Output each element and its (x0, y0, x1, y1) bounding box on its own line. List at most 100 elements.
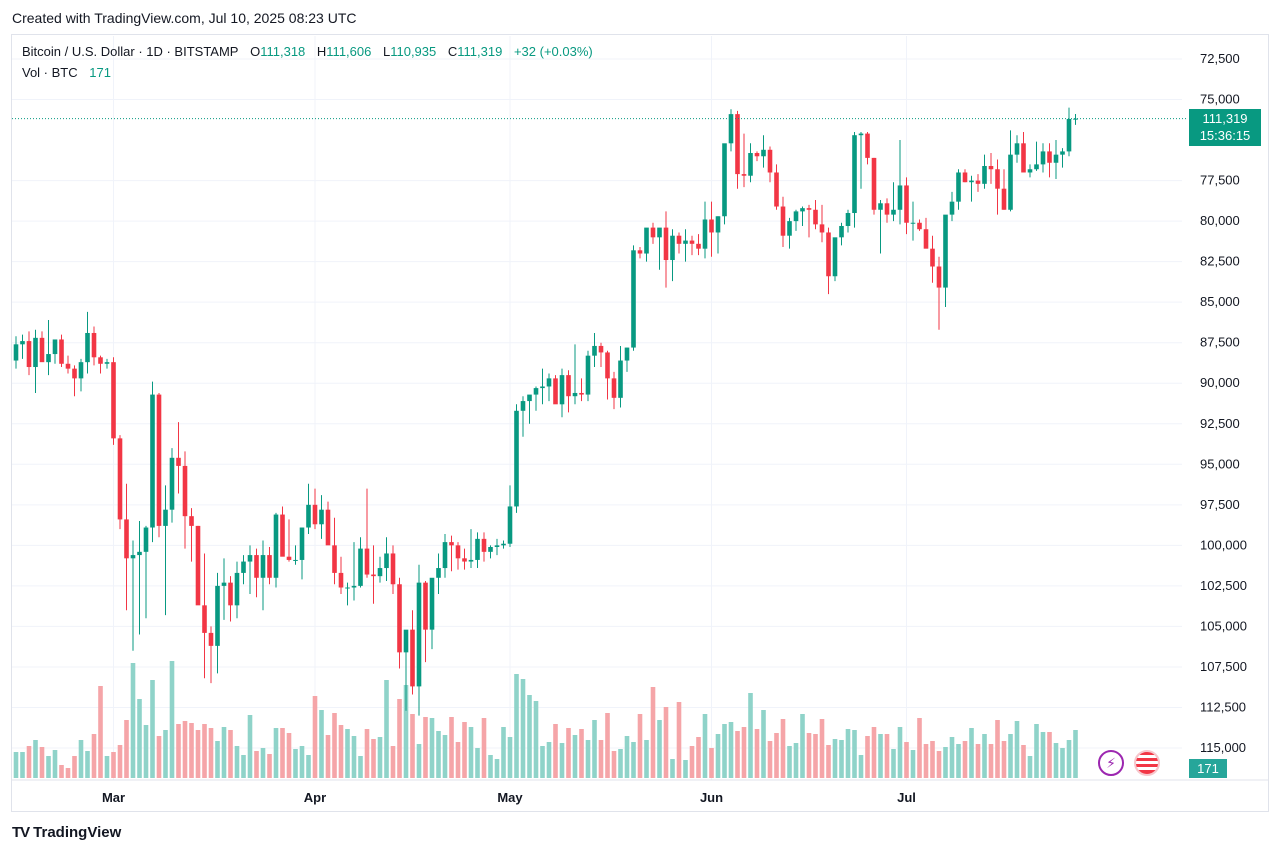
volume-bar (429, 718, 435, 778)
volume-bar (650, 687, 656, 778)
candle (39, 331, 45, 363)
time-tick-label: Jul (897, 790, 916, 805)
candle (787, 217, 792, 249)
volume-bar (969, 728, 974, 778)
candle-body (189, 516, 194, 526)
candle-body (735, 114, 740, 175)
candle-body (1040, 151, 1046, 165)
candle-body (1027, 169, 1033, 173)
candle (871, 157, 877, 215)
volume-bar (254, 751, 259, 778)
candle-body (150, 394, 155, 528)
candle (1066, 107, 1072, 157)
candle (234, 561, 240, 619)
candle-body (637, 250, 643, 254)
candle-body (878, 203, 883, 210)
volume-bar (442, 735, 448, 778)
region-flag-button[interactable] (1134, 750, 1160, 776)
candle (631, 245, 636, 351)
price-tick-label: 87,500 (1200, 335, 1240, 350)
tradingview-logo[interactable]: TV TradingView (12, 824, 121, 841)
candle (455, 542, 461, 570)
candle (1027, 164, 1033, 178)
candle (728, 109, 734, 152)
candle (449, 535, 454, 572)
candle-body (332, 545, 337, 573)
candle-body (1053, 154, 1059, 163)
candle-body (501, 543, 506, 546)
volume-bar (865, 736, 870, 778)
candle-body (715, 216, 721, 233)
candle (494, 538, 500, 556)
candle-body (182, 465, 188, 517)
candle-body (819, 224, 825, 233)
candle (78, 358, 84, 392)
candle-body (507, 506, 513, 544)
candle-body (241, 561, 246, 573)
candle (969, 175, 974, 202)
volume-bar (345, 729, 350, 778)
volume-bar (273, 728, 279, 778)
volume-bar (436, 731, 441, 778)
volume-bar (780, 719, 786, 778)
candle-body (943, 214, 948, 288)
candle-body (111, 362, 116, 439)
candle (273, 512, 279, 588)
candle (416, 564, 422, 716)
candle (390, 545, 396, 594)
candle (839, 222, 844, 246)
candle (111, 357, 116, 445)
volume-bar (572, 735, 578, 778)
candle (891, 182, 896, 222)
candle (267, 546, 272, 585)
candle (962, 169, 968, 183)
open-label: O (250, 44, 261, 59)
price-tick-label: 85,000 (1200, 294, 1240, 309)
candle (657, 227, 662, 270)
volume-bar (156, 736, 162, 778)
candle (13, 336, 19, 369)
candle (917, 219, 922, 231)
candle-body (969, 180, 974, 183)
candle-body (306, 504, 311, 528)
candle (579, 378, 584, 402)
candle (852, 131, 857, 228)
candle-body (605, 352, 610, 379)
candle-body (280, 514, 285, 557)
candle-body (358, 548, 363, 586)
candle-body (416, 582, 422, 687)
candle-body (59, 339, 64, 364)
symbol-title[interactable]: Bitcoin / U.S. Dollar · 1D · BITSTAMP (22, 44, 239, 59)
candle-body (663, 227, 669, 261)
volume-bar (1014, 721, 1020, 778)
volume-bar (364, 729, 370, 778)
candle (559, 368, 565, 418)
candle-body (325, 509, 331, 546)
volume-bar (520, 679, 526, 778)
volume-bar (72, 756, 77, 778)
open-value: 111,318 (260, 44, 306, 59)
candle (780, 196, 786, 248)
volume-bar (59, 765, 64, 778)
volume-bar (774, 733, 779, 778)
volume-bar (624, 736, 630, 778)
candle (351, 542, 357, 601)
volume-title[interactable]: Vol · BTC (22, 65, 78, 80)
candle-body (488, 546, 493, 552)
volume-bar (182, 721, 188, 778)
candle (663, 211, 669, 288)
price-tick-label: 100,000 (1200, 537, 1247, 552)
candle (371, 545, 376, 604)
candle-body (618, 360, 623, 398)
candle (1014, 135, 1020, 163)
volume-bar (696, 737, 701, 778)
assistant-button[interactable]: ⚡ (1098, 750, 1124, 776)
volume-bar (813, 734, 818, 778)
chart-frame[interactable] (11, 34, 1269, 812)
candle (813, 200, 818, 230)
candle-body (403, 629, 409, 653)
candle (254, 548, 259, 598)
candle-body (598, 345, 604, 353)
candle (202, 553, 207, 679)
